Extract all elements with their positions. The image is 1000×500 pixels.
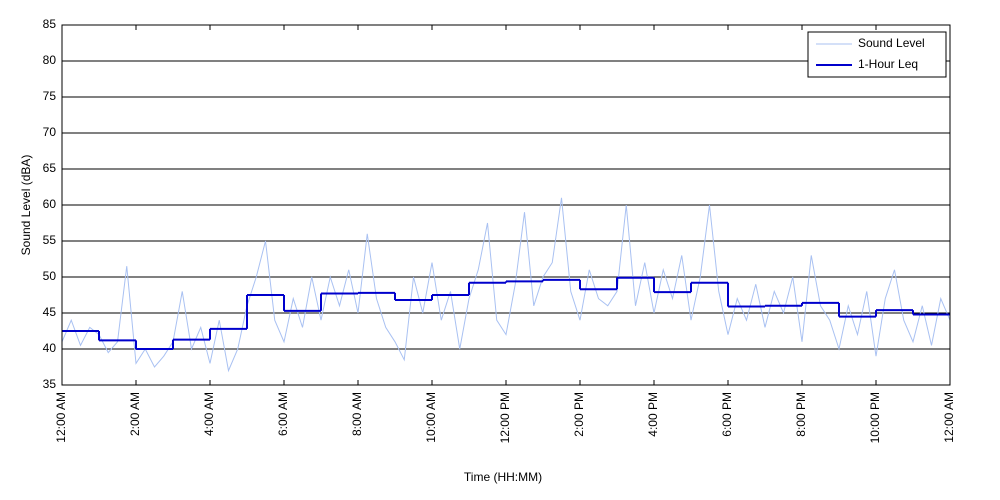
x-tick-label: 8:00 PM — [794, 392, 808, 437]
x-tick-label: 12:00 AM — [54, 392, 68, 443]
y-tick-label: 60 — [43, 197, 57, 211]
axes: 35 40 45 50 55 60 65 70 75 80 85 12:00 AM 2:00 AM 4:0… — [43, 17, 957, 443]
sound-level-line — [61, 197, 951, 373]
legend-box — [807, 31, 947, 78]
y-tick-label: 65 — [43, 161, 57, 175]
y-tick-label: 55 — [43, 233, 57, 247]
x-tick-label: 8:00 AM — [350, 392, 364, 436]
x-tick-label: 12:00 PM — [498, 392, 512, 443]
y-tick-label: 50 — [43, 269, 57, 283]
y-axis-label: Sound Level (dBA) — [19, 155, 33, 256]
y-tick-label: 35 — [43, 377, 57, 391]
x-tick-label: 12:00 AM — [942, 392, 956, 443]
plot — [61, 197, 951, 373]
x-tick-label: 6:00 PM — [720, 392, 734, 437]
x-tick-label: 2:00 PM — [572, 392, 586, 437]
y-tick-label: 70 — [43, 125, 57, 139]
x-tick-label: 10:00 AM — [424, 392, 438, 443]
legend-label: 1-Hour Leq — [858, 57, 918, 71]
y-tick-label: 80 — [43, 53, 57, 67]
x-tick-label: 4:00 PM — [646, 392, 660, 437]
y-tick-label: 45 — [43, 305, 57, 319]
x-tick-label: 10:00 PM — [868, 392, 882, 443]
y-tick-label: 40 — [43, 341, 57, 355]
legend-label: Sound Level — [858, 36, 925, 50]
x-axis-label: Time (HH:MM) — [464, 470, 542, 484]
x-tick-label: 2:00 AM — [128, 392, 142, 436]
x-tick-label: 6:00 AM — [276, 392, 290, 436]
y-tick-label: 75 — [43, 89, 57, 103]
y-tick-label: 85 — [43, 17, 57, 31]
x-tick-label: 4:00 AM — [202, 392, 216, 436]
legend: Sound Level 1-Hour Leq — [807, 31, 947, 78]
